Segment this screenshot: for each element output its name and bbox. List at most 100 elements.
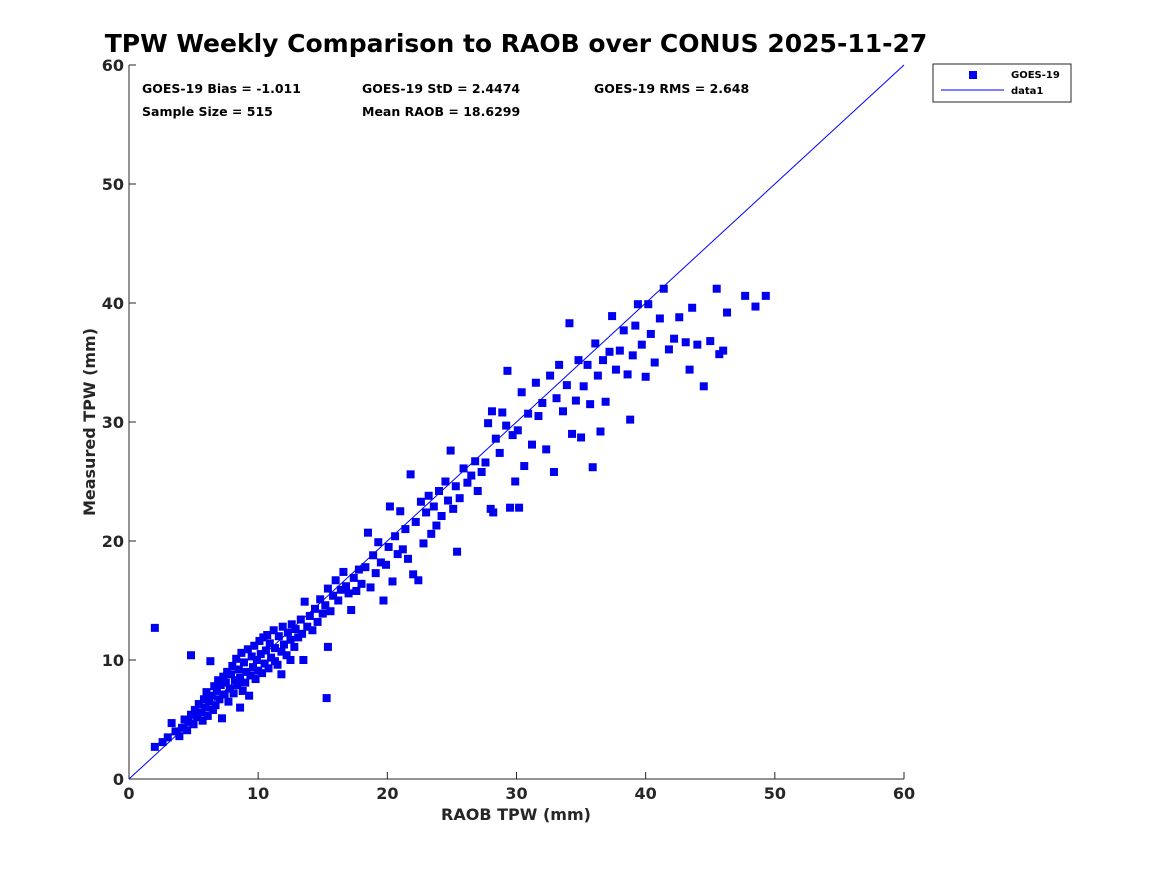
data-point: [517, 388, 526, 397]
data-point: [552, 394, 561, 403]
data-point: [298, 629, 307, 638]
data-point: [273, 660, 282, 669]
data-point: [323, 584, 332, 593]
data-point: [336, 585, 345, 594]
data-point: [601, 397, 610, 406]
data-point: [158, 738, 167, 747]
data-point: [396, 507, 405, 516]
data-point: [446, 446, 455, 455]
legend-label-data1: data1: [1011, 86, 1043, 97]
data-point: [299, 656, 308, 664]
data-point: [267, 653, 276, 662]
data-point: [401, 525, 410, 534]
data-point: [278, 622, 287, 631]
data-point: [416, 497, 425, 506]
data-point: [270, 644, 279, 653]
data-point: [388, 577, 397, 586]
data-point: [741, 291, 750, 300]
data-point: [599, 356, 608, 365]
data-point: [565, 319, 574, 328]
data-point: [637, 340, 646, 349]
data-point: [393, 550, 402, 559]
data-point: [210, 682, 219, 691]
data-point: [354, 565, 363, 574]
data-point: [484, 419, 493, 428]
data-point: [571, 396, 580, 405]
data-point: [495, 448, 504, 457]
data-point: [463, 478, 472, 487]
data-point: [681, 338, 690, 347]
data-point: [189, 720, 198, 729]
data-point: [183, 726, 192, 735]
data-point: [237, 648, 246, 657]
data-point: [184, 717, 193, 726]
data-point: [723, 308, 732, 317]
data-point: [685, 365, 694, 374]
data-point: [444, 496, 453, 505]
y-tick-label: 60: [102, 56, 124, 75]
data-point: [451, 482, 460, 491]
data-point: [252, 656, 261, 664]
data-point: [258, 669, 267, 678]
data-point: [491, 434, 500, 443]
data-point: [441, 477, 450, 486]
data-point: [171, 727, 180, 736]
data-point: [384, 542, 393, 551]
legend-label-goes19: GOES-19: [1011, 70, 1060, 81]
data-point: [655, 314, 664, 323]
data-point: [385, 502, 394, 511]
data-point: [508, 431, 517, 440]
data-point: [568, 429, 577, 438]
data-point: [429, 502, 438, 511]
data-point: [379, 596, 388, 605]
data-point: [712, 284, 721, 293]
data-point: [221, 678, 230, 687]
data-point: [528, 440, 536, 449]
data-point: [424, 491, 433, 500]
data-point: [506, 503, 515, 512]
data-point: [211, 701, 220, 710]
data-point: [264, 664, 273, 673]
data-point: [628, 351, 637, 360]
data-point: [225, 684, 234, 693]
data-point: [187, 710, 195, 719]
y-tick-label: 40: [102, 294, 124, 313]
data-point: [467, 471, 476, 480]
data-point: [241, 678, 250, 687]
stat-rms: GOES-19 RMS = 2.648: [594, 81, 749, 96]
data-point: [549, 467, 558, 476]
data-point: [322, 694, 331, 703]
data-point: [194, 700, 203, 709]
data-point: [329, 591, 338, 600]
data-point: [175, 732, 184, 741]
data-point: [246, 671, 255, 680]
data-point: [437, 512, 446, 521]
data-point: [605, 347, 614, 356]
data-point: [659, 284, 668, 293]
data-point: [626, 415, 635, 424]
data-point: [236, 703, 245, 712]
y-tick-label: 10: [102, 651, 124, 670]
data-point: [406, 470, 415, 479]
data-point: [216, 680, 225, 689]
data-point: [334, 596, 343, 605]
data-point: [249, 663, 257, 672]
y-tick-label: 50: [102, 175, 124, 194]
data-point: [342, 582, 350, 591]
data-point: [391, 532, 400, 541]
data-point: [198, 716, 207, 725]
data-points-layer: [150, 284, 770, 751]
data-point: [347, 606, 356, 615]
data-point: [574, 356, 583, 365]
data-point: [579, 382, 588, 391]
data-point: [546, 371, 555, 380]
data-point: [206, 657, 215, 666]
data-point: [150, 742, 159, 751]
data-point: [477, 467, 486, 476]
data-point: [432, 521, 441, 530]
data-point: [361, 563, 370, 572]
data-point: [250, 641, 259, 650]
data-point: [218, 714, 226, 723]
data-point: [363, 528, 372, 537]
data-point: [459, 464, 468, 473]
